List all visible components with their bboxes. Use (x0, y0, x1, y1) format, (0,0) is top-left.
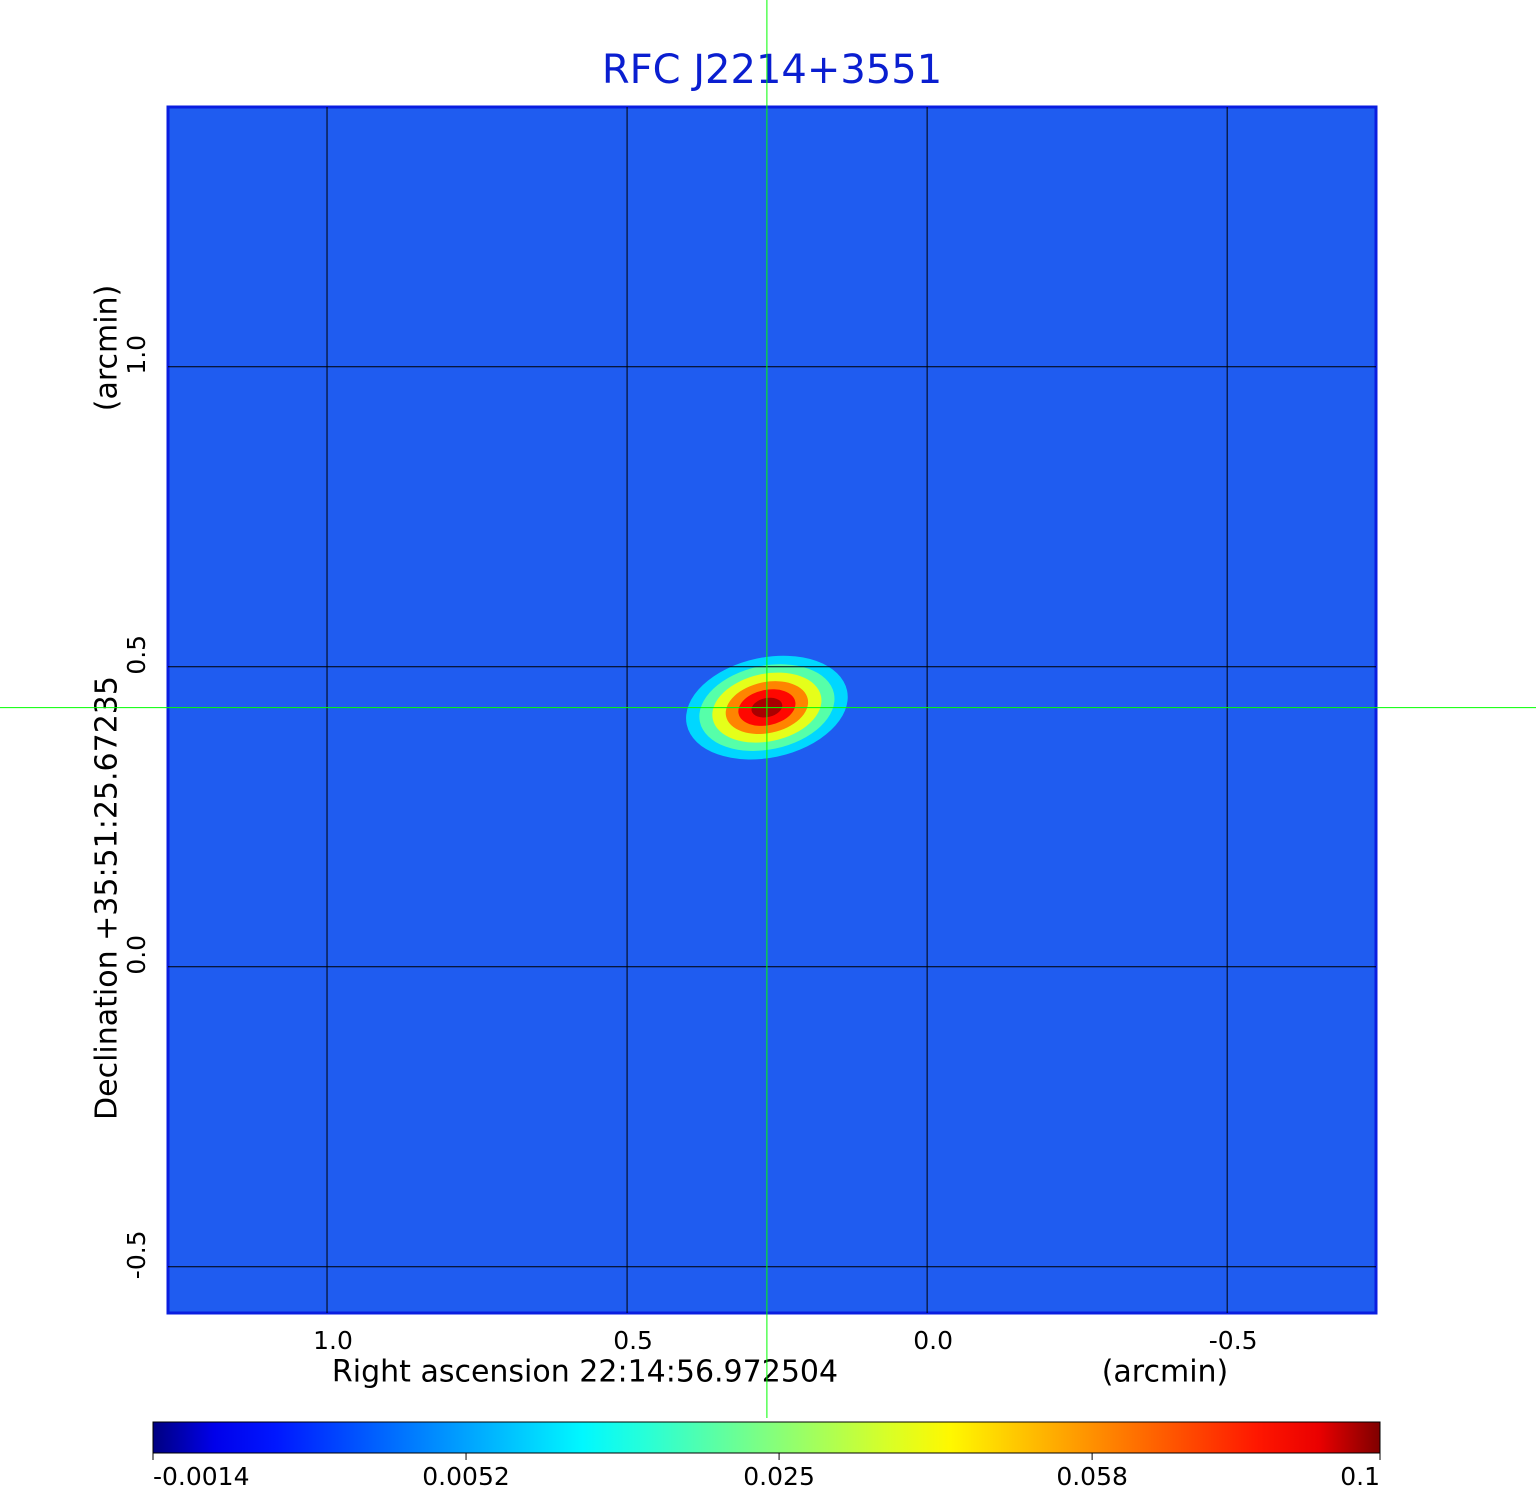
y-tick-label: 0.0 (122, 935, 151, 975)
colorbar-tick-label: 0.0052 (422, 1462, 509, 1491)
colorbar-tick-label: 0.025 (743, 1462, 815, 1491)
x-axis-label: Right ascension 22:14:56.972504 (332, 1355, 838, 1390)
x-tick-label: 1.0 (313, 1326, 353, 1355)
colorbar (152, 1421, 1381, 1454)
y-axis-unit: (arcmin) (90, 285, 125, 412)
y-tick-label: -0.5 (122, 1230, 151, 1279)
y-tick-label: 0.5 (122, 635, 151, 675)
chart-title: RFC J2214+3551 (602, 47, 942, 93)
x-tick-label: 0.0 (913, 1326, 953, 1355)
image-frame (166, 105, 1378, 1315)
x-tick-label: 0.5 (613, 1326, 653, 1355)
x-tick-label: -0.5 (1209, 1326, 1258, 1355)
colorbar-tick-label: 0.058 (1056, 1462, 1128, 1491)
colorbar-tick-label: 0.1 (1340, 1462, 1380, 1491)
y-axis-label: Declination +35:51:25.67235 (90, 676, 125, 1120)
y-tick-label: 1.0 (122, 335, 151, 375)
x-axis-unit: (arcmin) (1102, 1355, 1229, 1390)
colorbar-tick-label: -0.0014 (153, 1462, 250, 1491)
